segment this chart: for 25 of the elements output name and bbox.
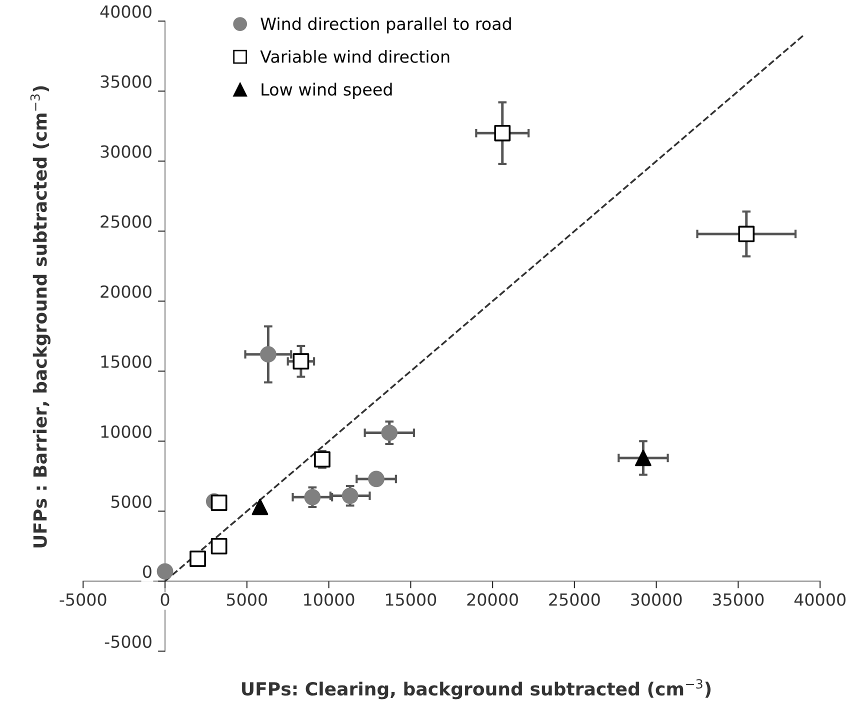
x-tick-label: 25000 [549,593,600,606]
x-tick-label: 20000 [467,593,518,606]
y-tick-label: 15000 [101,355,152,368]
y-tick-label: -5000 [104,635,152,648]
x-tick-label: 35000 [712,593,764,606]
legend-label: Variable wind direction [260,50,450,63]
y-axis-title: UFPs : Barrier, background subtracted (cm$^{−3}$) [30,86,50,548]
x-tick-label: 15000 [386,593,436,606]
y-tick-label: 0 [143,565,152,578]
y-tick-label: 20000 [100,285,152,298]
x-tick-label: 0 [160,593,170,606]
x-axis-title: UFPs: Clearing, background subtracted (cm$^{−3}$) [242,679,711,700]
y-tick-label: 35000 [100,75,152,88]
legend-label: Wind direction parallel to road [260,17,511,34]
x-tick-label: -5000 [60,593,106,606]
x-tick-label: 30000 [631,593,682,606]
y-tick-label: 10000 [101,425,152,438]
x-tick-label: 40000 [794,593,846,606]
x-tick-label: 5000 [226,593,268,606]
y-tick-label: 30000 [100,145,152,158]
y-tick-label: 5000 [111,495,152,508]
x-tick-label: 10000 [304,593,354,606]
legend-label: Low wind speed [262,82,392,99]
y-tick-label: 25000 [100,215,152,228]
y-tick-label: 40000 [100,5,152,18]
